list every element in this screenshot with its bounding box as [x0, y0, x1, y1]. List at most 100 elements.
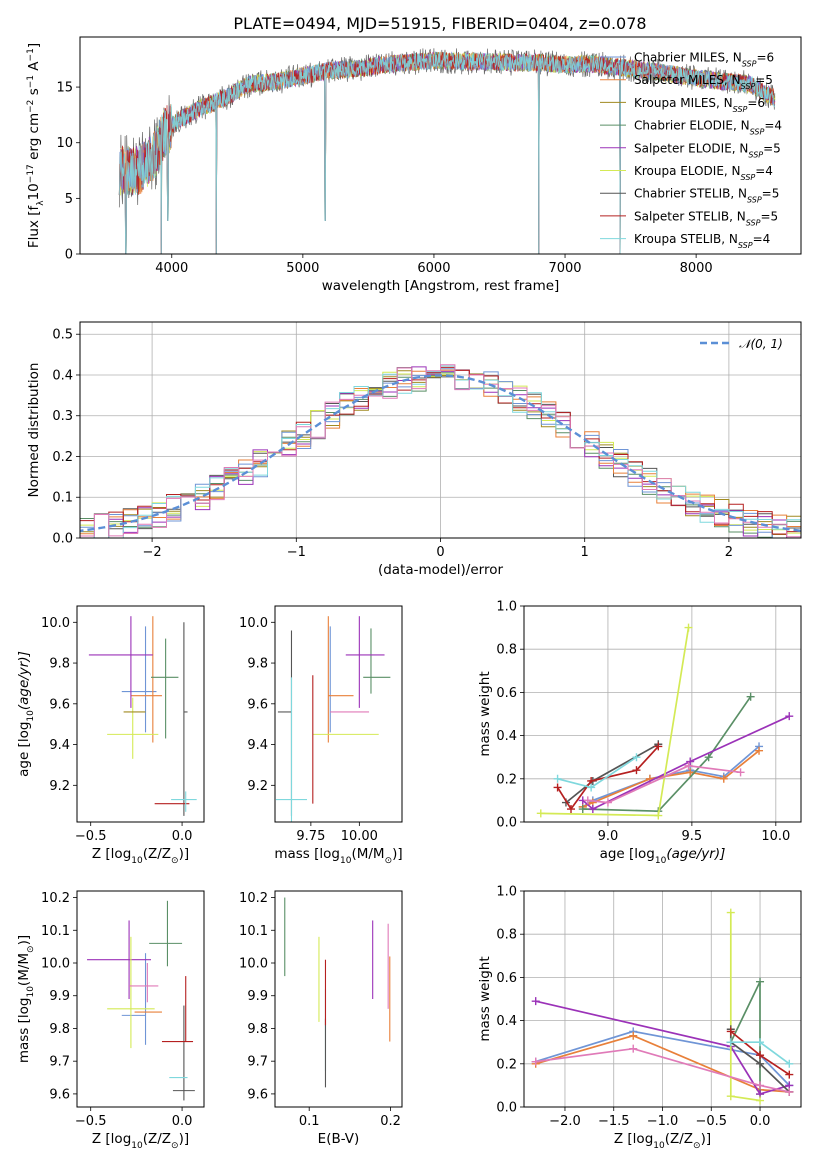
x-tick-label: 0.0 [172, 829, 193, 844]
weight-marker [686, 768, 695, 777]
weight-marker [603, 798, 612, 807]
y-axis-label: Normed distribution [26, 363, 42, 498]
y-tick-label: 0.8 [496, 643, 517, 658]
y-tick-label: 15 [56, 81, 73, 96]
normal-reference-curve [80, 374, 801, 533]
y-tick-label: 0.6 [496, 686, 517, 701]
y-tick-label: 0.2 [52, 450, 73, 465]
errorbar-point [171, 791, 197, 812]
weight-marker [785, 1059, 794, 1068]
errorbar-point [107, 936, 155, 1049]
legend-label: Chabrier ELODIE, NSSP=4 [634, 119, 782, 137]
y-tick-label: 0.4 [52, 368, 73, 383]
y-axis-label: age [log10(age/yr)] [16, 651, 36, 777]
y-tick-label: 9.7 [247, 1055, 268, 1070]
axes-frame [274, 890, 403, 1108]
spectrum-axes: 4000 5000 6000 7000 8000 0 5 10 15 wavelength [An… [26, 36, 802, 294]
y-tick-label: 0.3 [52, 409, 73, 424]
errorbar-point [88, 616, 153, 708]
mass_vs_ebv-plot-area [284, 897, 391, 1088]
age_vs_mass-axes: 9.75 10.00 9.2 9.4 9.6 9.8 10.0 mass [log10(M/M… [239, 605, 403, 866]
y-tick-label: 0.6 [496, 971, 517, 986]
y-axis-label: mass weight [477, 671, 493, 756]
weight-marker [726, 1038, 735, 1047]
weight-marker [632, 753, 641, 762]
y-tick-label: 0.8 [496, 928, 517, 943]
y-tick-label: 9.2 [247, 779, 268, 794]
y-tick-label: 0.0 [496, 1101, 517, 1116]
x-tick-label: 4000 [155, 261, 188, 276]
weight-marker [553, 783, 562, 792]
y-tick-label: 1.0 [496, 885, 517, 900]
weight-marker [629, 1031, 638, 1040]
axes-frame [79, 36, 802, 255]
x-tick-label: 1 [581, 545, 589, 560]
errorbar-point [183, 622, 188, 816]
legend-label: Salpeter ELODIE, NSSP=5 [634, 141, 781, 159]
y-tick-label: 0.0 [52, 532, 73, 547]
x-tick-label: 10.0 [761, 829, 790, 844]
x-tick-label: 0.1 [299, 1114, 320, 1129]
weight-marker [567, 805, 576, 814]
weight-line-9 [535, 1047, 790, 1093]
weight-marker [531, 1057, 540, 1066]
x-axis-label: mass [log10(M/M⊙)] [274, 846, 402, 866]
y-tick-label: 0 [65, 248, 73, 263]
x-tick-label: −0.5 [75, 829, 107, 844]
spectrum-line-8 [118, 51, 776, 254]
weight-line-6 [729, 1029, 790, 1093]
legend-label: Salpeter STELIB, NSSP=5 [634, 209, 778, 227]
weight-marker [578, 805, 587, 814]
y-tick-label: 9.4 [247, 738, 268, 753]
weight_vs_Z-axes: −2.0 −1.5 −1.0 −0.5 0.0 0.0 0.2 0.4 0.6 0.8 1.0 mas… [477, 885, 802, 1151]
x-tick-label: −1.0 [647, 1114, 679, 1129]
y-tick-label: 10.2 [41, 891, 70, 906]
errorbar-point [161, 976, 194, 1043]
weight-marker [736, 768, 745, 777]
x-tick-label: 6000 [417, 261, 450, 276]
errorbar-point [121, 626, 157, 733]
weight-line-4 [535, 1000, 790, 1095]
errorbar-point [345, 616, 385, 708]
y-tick-label: 0.2 [496, 772, 517, 787]
x-axis-label: Z [log10(Z/Z⊙)] [614, 1131, 711, 1151]
errorbar-point [327, 616, 354, 743]
y-tick-label: 9.6 [49, 1087, 70, 1102]
y-tick-label: 10.1 [41, 924, 70, 939]
y-tick-label: 9.7 [49, 1055, 70, 1070]
spectrum-plot-area [118, 48, 776, 254]
x-axis-label: E(B-V) [318, 1131, 360, 1147]
errorbar-point [107, 697, 159, 759]
x-tick-label: 9.0 [598, 829, 619, 844]
weight-marker [553, 774, 562, 783]
y-tick-label: 10.1 [239, 924, 268, 939]
errorbar-point [130, 616, 162, 743]
errorbar-point [172, 1005, 195, 1101]
weight-line-1 [535, 1034, 790, 1093]
x-axis-label: age [log10(age/yr)] [600, 846, 726, 866]
errorbar-point [363, 628, 391, 694]
weight_vs_Z-plot-area [531, 908, 794, 1105]
weight-marker [726, 1027, 735, 1036]
weight-marker [756, 1081, 765, 1090]
legend-label: Chabrier STELIB, NSSP=5 [634, 187, 779, 205]
y-tick-label: 0.2 [496, 1057, 517, 1072]
y-tick-label: 10.0 [41, 616, 70, 631]
residuals-axes: −2 −1 0 1 2 0.0 0.1 0.2 0.3 0.4 0.5 (data-model)/er… [26, 321, 802, 578]
age_vs_mass-plot-area [275, 616, 391, 822]
weight-marker [654, 811, 663, 820]
x-axis-label: Z [log10(Z/Z⊙)] [92, 846, 189, 866]
weight-marker [531, 997, 540, 1006]
axes-frame [523, 605, 802, 823]
legend-label: Kroupa ELODIE, NSSP=4 [634, 164, 773, 182]
x-axis-label: wavelength [Angstrom, rest frame] [322, 278, 560, 294]
weight-marker [719, 774, 728, 783]
axes-frame [76, 605, 205, 823]
legend-label: Salpeter MILES, NSSP=5 [634, 73, 773, 91]
axes-frame [79, 321, 802, 539]
y-tick-label: 0.4 [496, 1014, 517, 1029]
age_vs_Z-axes: −0.5 0.0 9.2 9.4 9.6 9.8 10.0 Z [log10(Z/Z⊙)] ag… [16, 605, 205, 866]
x-tick-label: −2 [143, 545, 162, 560]
weight-marker [686, 757, 695, 766]
